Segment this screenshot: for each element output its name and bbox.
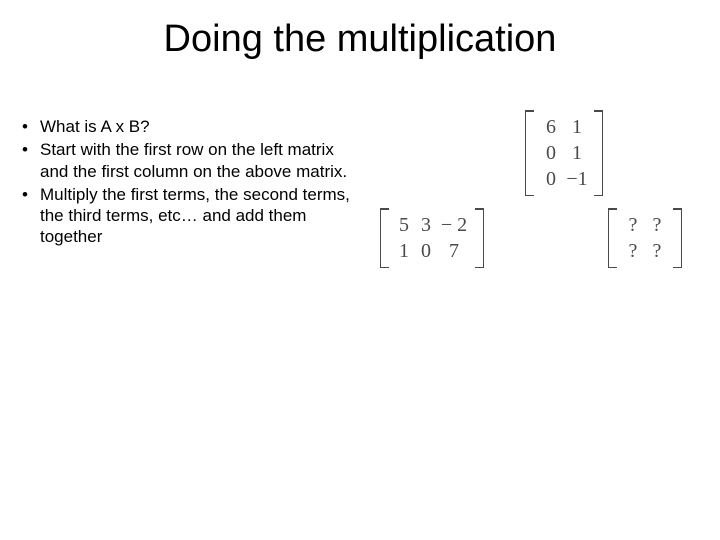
bracket-icon [477,208,484,268]
bracket-icon [380,208,387,268]
bullet-text: Start with the first row on the left mat… [40,139,352,182]
matrix-cell: ? [621,214,645,237]
matrix-cell: 0 [538,142,564,165]
matrix-cell: ? [645,214,669,237]
matrix-cell: 6 [538,116,564,139]
matrix-cell: − 2 [437,214,471,237]
matrix-cell: 0 [538,168,564,191]
bracket-icon [608,208,615,268]
matrix-cell: −1 [564,168,590,191]
list-item: • What is A x B? [22,116,352,137]
matrix-cell: 1 [564,142,590,165]
bracket-icon [525,110,532,196]
bullet-text: What is A x B? [40,116,150,137]
matrix-left: 5 3 − 2 1 0 7 [380,208,484,268]
list-item: • Multiply the first terms, the second t… [22,184,352,248]
matrix-cell: 1 [393,240,415,263]
slide: Doing the multiplication • What is A x B… [0,0,720,540]
bullet-text: Multiply the first terms, the second ter… [40,184,352,248]
list-item: • Start with the first row on the left m… [22,139,352,182]
matrix-result: ? ? ? ? [608,208,682,268]
bullet-icon: • [22,184,40,248]
matrix-cell: 3 [415,214,437,237]
matrix-row: ? ? [621,214,669,237]
matrix-cell: 1 [564,116,590,139]
matrix-body: 6 1 0 1 0 −1 [532,110,596,196]
matrix-row: 5 3 − 2 [393,214,471,237]
bullet-icon: • [22,139,40,182]
matrix-cell: 5 [393,214,415,237]
matrix-row: 0 −1 [538,168,590,191]
matrix-top: 6 1 0 1 0 −1 [525,110,603,196]
matrix-row: 1 0 7 [393,240,471,263]
matrix-row: 0 1 [538,142,590,165]
bracket-icon [596,110,603,196]
matrix-cell: 0 [415,240,437,263]
matrix-row: ? ? [621,240,669,263]
bullet-icon: • [22,116,40,137]
bracket-icon [675,208,682,268]
matrix-cell: ? [645,240,669,263]
matrix-cell: ? [621,240,645,263]
matrix-row: 6 1 [538,116,590,139]
slide-title: Doing the multiplication [0,18,720,61]
matrix-body: 5 3 − 2 1 0 7 [387,208,477,268]
math-region: 6 1 0 1 0 −1 5 3 − 2 [380,110,700,310]
bullet-list: • What is A x B? • Start with the first … [22,116,352,250]
matrix-body: ? ? ? ? [615,208,675,268]
matrix-cell: 7 [437,240,471,263]
